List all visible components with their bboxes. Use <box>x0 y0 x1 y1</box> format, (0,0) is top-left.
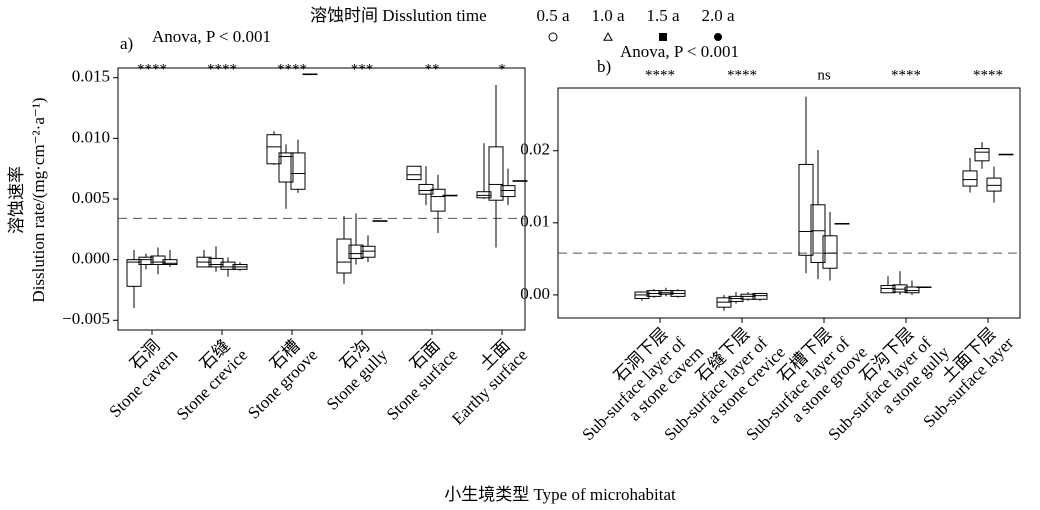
box <box>488 146 504 201</box>
significance-label: ** <box>425 61 440 77</box>
box <box>904 286 920 294</box>
y-tick-label: 0.000 <box>72 249 110 268</box>
box <box>360 245 376 258</box>
box <box>752 292 768 300</box>
y-tick-label: 0.015 <box>72 67 110 86</box>
plot-frame <box>557 87 1021 319</box>
legend-title: 溶蚀时间 Disslution time <box>310 6 487 25</box>
legend-marker <box>659 33 667 41</box>
box <box>406 165 422 181</box>
significance-label: **** <box>207 61 237 77</box>
box <box>892 284 908 293</box>
significance-label: **** <box>137 61 167 77</box>
y-tick-label: 0.005 <box>72 188 110 207</box>
legend-label: 1.5 a <box>646 6 680 25</box>
panel-label: a) <box>120 34 133 53</box>
significance-label: * <box>498 61 506 77</box>
significance-label: **** <box>645 67 675 83</box>
box <box>208 257 224 268</box>
significance-label: *** <box>351 61 374 77</box>
box <box>430 188 446 212</box>
legend-marker <box>548 32 558 42</box>
y-axis-label: Disslution rate/(mg·cm⁻²·a⁻¹) <box>29 97 48 302</box>
box <box>974 148 990 162</box>
box <box>986 177 1002 192</box>
legend-marker <box>603 31 613 41</box>
significance-label: **** <box>891 67 921 83</box>
box <box>126 259 142 287</box>
significance-label: **** <box>277 61 307 77</box>
anova-annotation: Anova, P < 0.001 <box>152 27 271 46</box>
box <box>962 170 978 187</box>
box <box>220 261 236 270</box>
panel-label: b) <box>597 57 611 76</box>
box <box>150 255 166 265</box>
box <box>822 235 838 269</box>
plot-frame <box>117 67 526 331</box>
y-tick-label: 0.010 <box>72 127 110 146</box>
legend-marker <box>714 33 722 41</box>
significance-label: **** <box>727 67 757 83</box>
y-axis-label: 溶蚀速率 <box>7 166 26 234</box>
legend-label: 1.0 a <box>591 6 625 25</box>
x-axis-label: 小生境类型 Type of microhabitat <box>444 485 676 504</box>
box <box>290 152 306 190</box>
box <box>500 185 516 198</box>
legend-label: 2.0 a <box>701 6 735 25</box>
box <box>798 163 814 256</box>
significance-label: **** <box>973 67 1003 83</box>
box <box>278 152 294 183</box>
box <box>476 191 492 199</box>
significance-label: ns <box>817 67 831 83</box>
box <box>162 259 178 266</box>
box <box>810 204 826 263</box>
y-tick-label: −0.005 <box>62 309 110 328</box>
box <box>138 256 154 266</box>
y-tick-label: 0.00 <box>520 284 550 303</box>
box <box>336 238 352 274</box>
y-tick-label: 0.02 <box>520 140 550 159</box>
y-tick-label: 0.01 <box>520 212 550 231</box>
box <box>266 134 282 165</box>
anova-annotation: Anova, P < 0.001 <box>620 42 739 61</box>
legend-label: 0.5 a <box>536 6 570 25</box>
box <box>348 244 364 259</box>
